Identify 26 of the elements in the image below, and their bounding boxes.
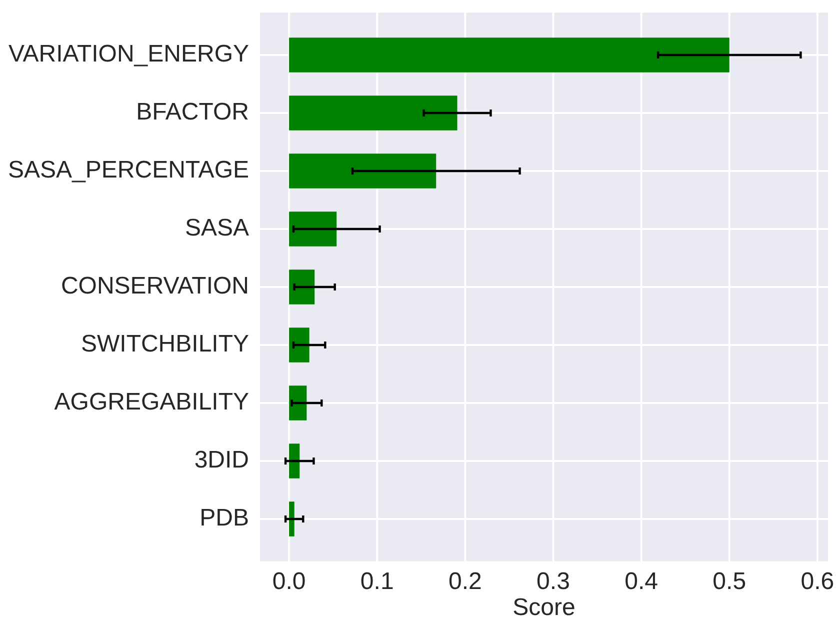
y-tick-label: VARIATION_ENERGY [8, 40, 249, 68]
x-tick-label: 0.4 [624, 568, 658, 596]
bar [289, 386, 307, 420]
x-tick-label: 0.0 [272, 568, 306, 596]
bar [289, 212, 337, 246]
y-tick-label: 3DID [194, 446, 249, 474]
bar [289, 444, 300, 478]
bar [289, 328, 310, 362]
y-tick-label: SASA_PERCENTAGE [8, 156, 249, 184]
bar [289, 154, 436, 188]
x-tick-label: 0.1 [360, 568, 394, 596]
bar [289, 270, 315, 304]
x-tick-label: 0.2 [448, 568, 482, 596]
y-tick-label: SASA [184, 214, 249, 242]
y-tick-label: BFACTOR [136, 98, 249, 126]
bar [289, 502, 294, 536]
y-tick-label: PDB [200, 504, 249, 532]
y-tick-label: AGGREGABILITY [54, 388, 249, 416]
x-tick-label: 0.5 [712, 568, 746, 596]
bar [289, 96, 458, 130]
y-tick-label: CONSERVATION [60, 272, 249, 300]
x-axis-title: Score [512, 594, 576, 618]
x-tick-label: 0.6 [800, 568, 834, 596]
x-tick-label: 0.3 [536, 568, 570, 596]
bar [289, 38, 730, 72]
y-tick-label: SWITCHBILITY [80, 330, 249, 358]
